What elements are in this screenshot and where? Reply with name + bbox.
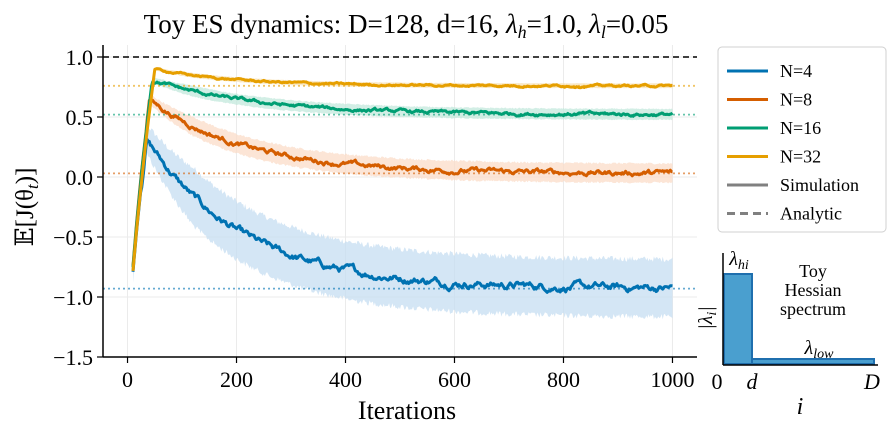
y-axis-label: 𝔼[J(θt)]	[12, 168, 42, 247]
band-n32	[133, 67, 673, 272]
chart-title: Toy ES dynamics: D=128, d=16, λh=1.0, λl…	[144, 9, 669, 42]
ytick-label-0: 1.0	[66, 45, 94, 70]
xtick-label-4: 800	[547, 367, 580, 392]
x-ticks: 0 200 400 600 800 1000	[122, 357, 694, 392]
main-axes	[102, 45, 697, 358]
ytick-label-4: −1.0	[53, 285, 93, 310]
band-n8	[133, 93, 673, 270]
legend-label-n16: N=16	[780, 118, 821, 138]
inset-lambda-hi-label: λhi	[728, 248, 749, 273]
inset-bar-high	[723, 273, 753, 365]
inset-bar-low	[751, 358, 875, 365]
inset-title-line-2: Hessian	[785, 280, 842, 300]
ytick-label-1: 0.5	[66, 105, 94, 130]
xtick-label-1: 200	[220, 367, 253, 392]
legend: N=4 N=8 N=16 N=32 Simulation Analytic	[717, 46, 887, 233]
xtick-label-5: 1000	[650, 367, 694, 392]
xtick-label-0: 0	[122, 367, 133, 392]
inset-title-line-3: spectrum	[780, 299, 846, 319]
inset-title-line-1: Toy	[799, 261, 827, 281]
sim-line-n32	[131, 67, 673, 272]
inset-xtick-D: D	[863, 369, 880, 394]
inset-x-label: i	[797, 394, 804, 420]
ytick-label-2: 0.0	[66, 165, 94, 190]
band-n4	[133, 125, 673, 320]
legend-label-n8: N=8	[780, 90, 812, 110]
legend-label-n32: N=32	[780, 147, 821, 167]
inset-xtick-d: d	[747, 369, 759, 394]
inset-xtick-0: 0	[712, 369, 723, 394]
inset-hessian-spectrum: λhi λlow Toy Hessian spectrum 0 d D i |λ…	[695, 248, 880, 420]
legend-label-n4: N=4	[780, 61, 812, 81]
inset-lambda-low-label: λlow	[804, 337, 835, 362]
band-n16	[133, 77, 673, 270]
x-axis-label: Iterations	[358, 396, 456, 425]
sim-line-n4	[131, 138, 673, 294]
main-plot-area: 0 200 400 600 800 1000 1.0 0.5 0.0 −0.5 −1.0 −1.5	[53, 45, 697, 392]
legend-label-analytic: Analytic	[780, 204, 842, 224]
ytick-label-5: −1.5	[53, 345, 93, 370]
xtick-label-2: 400	[329, 367, 362, 392]
std-bands	[133, 67, 673, 320]
legend-label-simulation: Simulation	[780, 175, 859, 195]
simulation-lines	[131, 67, 674, 294]
ytick-label-3: −0.5	[53, 225, 93, 250]
xtick-label-3: 600	[438, 367, 471, 392]
inset-y-label: |λi|	[695, 306, 720, 330]
y-ticks: 1.0 0.5 0.0 −0.5 −1.0 −1.5	[53, 45, 103, 370]
sim-line-n8	[131, 98, 673, 266]
sim-line-n16	[131, 80, 674, 268]
